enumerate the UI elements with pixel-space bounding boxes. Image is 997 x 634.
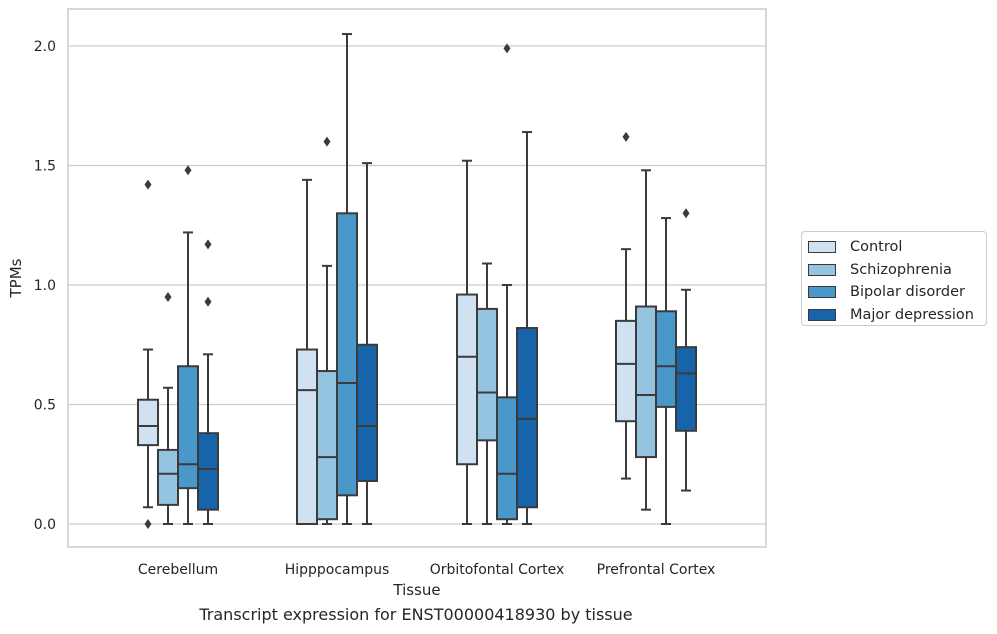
outlier-point xyxy=(204,296,212,307)
box-schizophrenia xyxy=(157,291,179,525)
legend-item: Major depression xyxy=(808,304,986,327)
y-axis-ticks: 0.0 0.5 1.0 1.5 2.0 xyxy=(34,39,56,533)
box-control xyxy=(296,178,318,525)
outlier-point xyxy=(682,208,690,219)
box-body xyxy=(177,365,199,490)
outlier-point xyxy=(184,165,192,176)
outlier-point xyxy=(144,179,152,190)
y-axis-label: TPMs xyxy=(7,258,25,298)
box-body xyxy=(336,212,358,497)
box-bipolar-disorder xyxy=(177,165,199,525)
x-tick-label: Hipppocampus xyxy=(285,562,390,578)
x-tick-label: Orbitofontal Cortex xyxy=(430,562,565,578)
box-major-depression xyxy=(197,239,219,525)
y-tick-label: 2.0 xyxy=(34,39,56,55)
box-body xyxy=(316,370,338,521)
y-tick-label: 1.5 xyxy=(34,159,56,175)
box-body xyxy=(296,348,318,525)
legend-item: Schizophrenia xyxy=(808,259,986,282)
legend-swatch xyxy=(808,286,836,299)
legend-label: Bipolar disorder xyxy=(850,284,965,301)
box-schizophrenia xyxy=(635,169,657,511)
legend-label: Major depression xyxy=(850,306,974,323)
outlier-point xyxy=(164,291,172,302)
box-body xyxy=(516,327,538,509)
outlier-point xyxy=(144,519,152,529)
legend-swatch xyxy=(808,241,836,254)
outlier-point xyxy=(622,131,630,142)
box-control xyxy=(456,159,478,525)
box-control xyxy=(137,179,159,529)
chart-caption: Transcript expression for ENST0000041893… xyxy=(199,605,633,624)
legend: Control Schizophrenia Bipolar disorder Majo… xyxy=(801,231,987,326)
box-bipolar-disorder xyxy=(336,33,358,525)
box-schizophrenia xyxy=(316,136,338,525)
box-body xyxy=(675,346,697,432)
boxes xyxy=(137,33,697,529)
box-major-depression xyxy=(675,208,697,492)
box-control xyxy=(615,131,637,480)
box-body xyxy=(476,307,498,442)
legend-label: Schizophrenia xyxy=(850,261,952,278)
box-body xyxy=(356,343,378,482)
outlier-point xyxy=(503,43,511,54)
box-body xyxy=(197,432,219,511)
box-body xyxy=(655,310,677,408)
box-body xyxy=(157,448,179,506)
outlier-point xyxy=(323,136,331,147)
x-tick-label: Cerebellum xyxy=(138,562,218,578)
legend-swatch xyxy=(808,308,836,321)
box-body xyxy=(456,293,478,466)
box-major-depression xyxy=(516,131,538,525)
legend-swatch xyxy=(808,263,836,276)
legend-item: Bipolar disorder xyxy=(808,281,986,304)
legend-item: Control xyxy=(808,236,986,259)
box-body xyxy=(137,398,159,447)
box-body xyxy=(635,305,657,459)
x-tick-label: Prefrontal Cortex xyxy=(597,562,716,578)
x-axis-ticks: Cerebellum Hipppocampus Orbitofontal Corte… xyxy=(138,562,715,578)
legend-label: Control xyxy=(850,239,903,256)
plot-border xyxy=(67,8,767,548)
box-bipolar-disorder xyxy=(496,43,518,525)
box-body xyxy=(615,319,637,423)
outlier-point xyxy=(204,239,212,250)
x-axis-label: Tissue xyxy=(392,581,440,599)
box-schizophrenia xyxy=(476,262,498,525)
y-tick-label: 0.0 xyxy=(34,517,56,533)
box-major-depression xyxy=(356,162,378,525)
box-body xyxy=(496,396,518,521)
y-tick-label: 1.0 xyxy=(34,278,56,294)
box-bipolar-disorder xyxy=(655,217,677,525)
plot-frame xyxy=(67,8,767,548)
y-tick-label: 0.5 xyxy=(34,398,56,414)
